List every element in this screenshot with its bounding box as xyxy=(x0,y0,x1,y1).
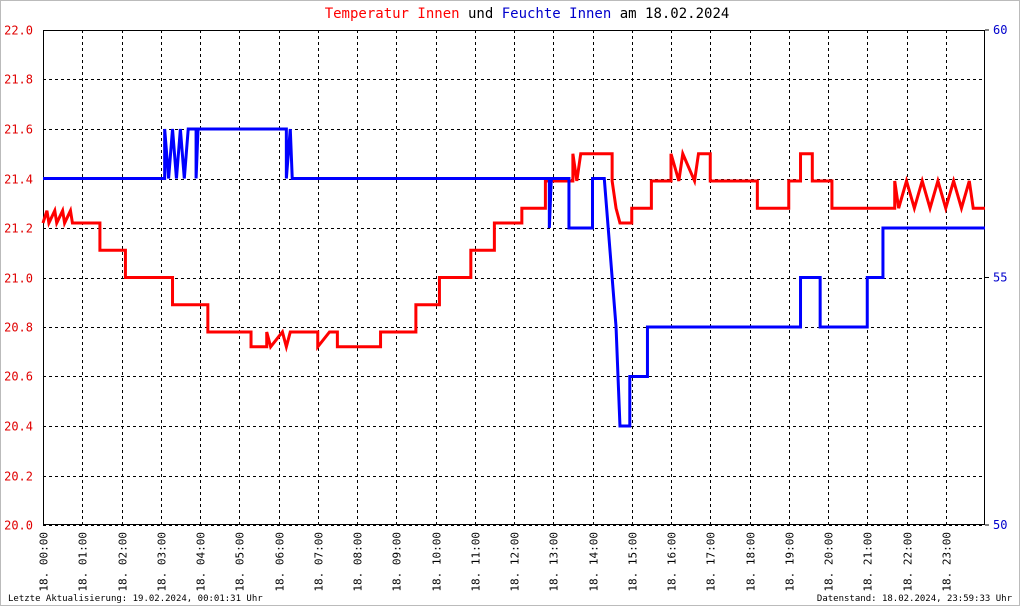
series-line xyxy=(43,127,985,428)
x-tick-label: 18. 14:00 xyxy=(588,532,601,592)
x-tick-label: 18. 12:00 xyxy=(509,532,522,592)
x-tick-label: 18. 08:00 xyxy=(352,532,365,592)
x-tick-label: 18. 19:00 xyxy=(784,532,797,592)
y-tick-label: 20.2 xyxy=(4,470,33,484)
y2-tick-label: 50 xyxy=(993,518,1007,532)
footer-left: Letzte Aktualisierung: 19.02.2024, 00:01… xyxy=(8,594,263,604)
x-tick-label: 18. 10:00 xyxy=(431,532,444,592)
x-tick-label: 18. 16:00 xyxy=(666,532,679,592)
y-tick-label: 20.6 xyxy=(4,370,33,384)
x-tick-label: 18. 02:00 xyxy=(117,532,130,592)
x-tick-label: 18. 17:00 xyxy=(705,532,718,592)
x-tick-label: 18. 09:00 xyxy=(391,532,404,592)
x-tick-label: 18. 15:00 xyxy=(627,532,640,592)
y-tick-label: 20.4 xyxy=(4,420,33,434)
title-hum: Feuchte Innen xyxy=(502,6,612,22)
x-tick-label: 18. 23:00 xyxy=(941,532,954,592)
x-tick-label: 18. 18:00 xyxy=(745,532,758,592)
x-tick-label: 18. 05:00 xyxy=(234,532,247,592)
y-tick-label: 21.0 xyxy=(4,272,33,286)
series-line xyxy=(41,148,985,353)
x-tick-label: 18. 13:00 xyxy=(548,532,561,592)
x-tick-label: 18. 20:00 xyxy=(823,532,836,592)
y-tick-label: 21.6 xyxy=(4,123,33,137)
footer-right: Datenstand: 18.02.2024, 23:59:33 Uhr xyxy=(817,594,1013,604)
x-tick-label: 18. 03:00 xyxy=(156,532,169,592)
x-tick-label: 18. 21:00 xyxy=(862,532,875,592)
title-suffix: am 18.02.2024 xyxy=(620,6,730,22)
y-tick-label: 21.4 xyxy=(4,173,33,187)
x-tick-label: 18. 04:00 xyxy=(195,532,208,592)
y2-tick-label: 60 xyxy=(993,23,1007,37)
y-tick-label: 20.0 xyxy=(4,519,33,533)
x-tick-label: 18. 00:00 xyxy=(38,532,51,592)
title-joiner: und xyxy=(468,6,493,22)
chart-title: Temperatur Innen und Feuchte Innen am 18… xyxy=(325,6,730,22)
y-tick-label: 22.0 xyxy=(4,24,33,38)
y-tick-label: 21.2 xyxy=(4,222,33,236)
y-tick-label: 21.8 xyxy=(4,73,33,87)
title-temp: Temperatur Innen xyxy=(325,6,460,22)
x-tick-label: 18. 22:00 xyxy=(902,532,915,592)
y-tick-label: 20.8 xyxy=(4,321,33,335)
x-tick-label: 18. 07:00 xyxy=(313,532,326,592)
x-tick-label: 18. 06:00 xyxy=(274,532,287,592)
y2-tick-label: 55 xyxy=(993,271,1007,285)
x-tick-label: 18. 11:00 xyxy=(470,532,483,592)
x-tick-label: 18. 01:00 xyxy=(77,532,90,592)
plot-border xyxy=(43,30,985,525)
